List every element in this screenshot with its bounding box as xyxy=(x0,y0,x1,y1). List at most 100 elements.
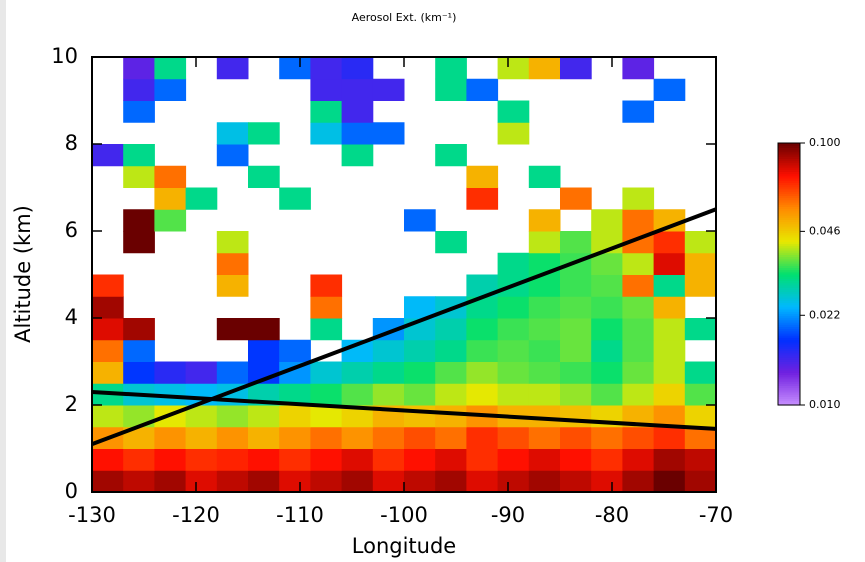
heatmap-cell xyxy=(310,296,343,319)
heatmap-cell xyxy=(123,361,155,384)
heatmap-cell xyxy=(92,405,124,428)
heatmap-cell xyxy=(404,426,436,449)
heatmap-cell xyxy=(528,405,561,428)
colorbar-swatch xyxy=(778,188,800,192)
heatmap-cell xyxy=(466,448,499,471)
heatmap-cell xyxy=(653,252,686,275)
heatmap-cell xyxy=(404,405,436,428)
y-tick-label: 4 xyxy=(65,305,78,329)
colorbar-swatch xyxy=(778,346,800,349)
heatmap-cell xyxy=(372,426,405,449)
heatmap-cell xyxy=(216,318,249,341)
colorbar-swatch xyxy=(778,234,800,238)
heatmap-cell xyxy=(497,448,530,471)
heatmap-cell xyxy=(653,78,686,101)
x-tick-label: -90 xyxy=(491,503,525,527)
x-tick-label: -80 xyxy=(595,503,629,527)
heatmap-cell xyxy=(372,122,405,145)
colorbar-swatch xyxy=(778,304,800,308)
heatmap-cell xyxy=(435,470,467,493)
y-tick-label: 10 xyxy=(51,44,78,68)
heatmap-cell xyxy=(497,318,530,341)
heatmap-cell xyxy=(560,470,592,493)
heatmap-cell xyxy=(653,405,686,428)
heatmap-cell xyxy=(466,78,499,101)
heatmap-cell xyxy=(310,318,343,341)
heatmap-cell xyxy=(92,448,124,471)
colorbar-swatch xyxy=(778,402,800,406)
colorbar-swatch xyxy=(778,322,800,325)
heatmap-cell xyxy=(216,252,249,275)
heatmap-cell xyxy=(435,318,467,341)
heatmap-cell xyxy=(404,470,436,493)
heatmap-cell xyxy=(684,383,717,406)
colorbar-swatch xyxy=(778,298,800,301)
colorbar-swatch xyxy=(778,343,800,347)
colorbar-swatch xyxy=(778,230,800,234)
colorbar-swatch xyxy=(778,293,800,297)
heatmap-cell xyxy=(404,361,436,384)
heatmap-cell xyxy=(92,339,124,362)
heatmap-cell xyxy=(560,405,592,428)
heatmap-cell xyxy=(216,470,249,493)
colorbar-swatch xyxy=(778,284,800,288)
heatmap-cell xyxy=(279,383,311,406)
heatmap-cell xyxy=(372,448,405,471)
colorbar-swatch xyxy=(778,350,800,354)
colorbar-swatch xyxy=(778,160,800,164)
colorbar-swatch xyxy=(778,197,800,201)
heatmap-cell xyxy=(310,361,343,384)
heatmap-cell xyxy=(372,383,405,406)
heatmap-cell xyxy=(185,470,218,493)
heatmap-cell xyxy=(435,405,467,428)
heatmap-cell xyxy=(341,361,374,384)
heatmap-cell xyxy=(528,165,561,188)
colorbar-swatch xyxy=(778,156,800,159)
colorbar-swatch xyxy=(778,276,800,279)
heatmap-cell xyxy=(154,470,187,493)
heatmap-cell xyxy=(622,209,655,232)
heatmap-cell xyxy=(185,448,218,471)
colorbar-swatch xyxy=(778,195,800,199)
colorbar-swatch xyxy=(778,249,800,253)
colorbar-swatch xyxy=(778,232,800,236)
heatmap-cell xyxy=(92,470,124,493)
colorbar-swatch xyxy=(778,352,800,356)
heatmap-cell xyxy=(466,318,499,341)
colorbar-swatch xyxy=(778,313,800,317)
colorbar-swatch xyxy=(778,223,800,227)
colorbar-swatch xyxy=(778,260,800,264)
colorbar-swatch xyxy=(778,236,800,240)
colorbar-swatch xyxy=(778,287,800,290)
colorbar-swatch xyxy=(778,173,800,177)
heatmap-cell xyxy=(185,426,218,449)
heatmap-cell xyxy=(622,361,655,384)
heatmap xyxy=(92,57,717,493)
colorbar-swatch xyxy=(778,228,800,231)
heatmap-cell xyxy=(154,165,187,188)
colorbar-swatch xyxy=(778,151,800,155)
heatmap-cell xyxy=(404,209,436,232)
heatmap-cell xyxy=(216,426,249,449)
heatmap-cell xyxy=(154,187,187,210)
heatmap-cell xyxy=(372,470,405,493)
heatmap-cell xyxy=(435,383,467,406)
heatmap-cell xyxy=(154,426,187,449)
heatmap-cell xyxy=(435,231,467,254)
heatmap-cell xyxy=(216,405,249,428)
heatmap-cell xyxy=(653,318,686,341)
heatmap-cell xyxy=(560,57,592,80)
heatmap-cell xyxy=(435,426,467,449)
heatmap-cell xyxy=(622,187,655,210)
heatmap-cell xyxy=(497,383,530,406)
heatmap-cell xyxy=(372,339,405,362)
colorbar-swatch xyxy=(778,263,800,266)
colorbar-swatch xyxy=(778,385,800,389)
heatmap-cell xyxy=(279,339,311,362)
colorbar-swatch xyxy=(778,149,800,153)
colorbar-swatch xyxy=(778,171,800,175)
colorbar-swatch xyxy=(778,319,800,323)
heatmap-cell xyxy=(528,209,561,232)
colorbar-swatch xyxy=(778,180,800,183)
